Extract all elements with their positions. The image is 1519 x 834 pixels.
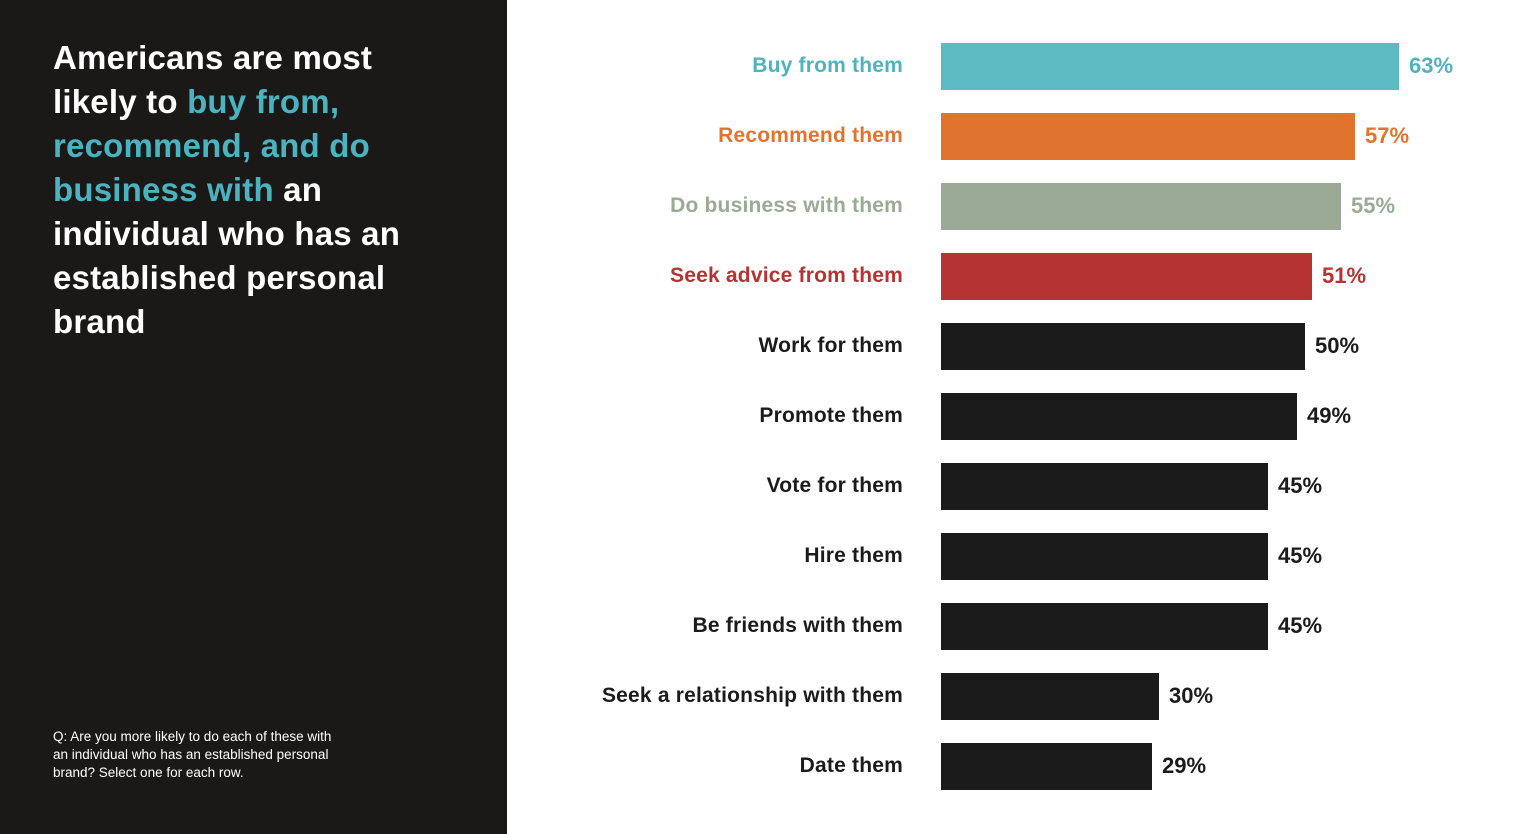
bar-row: Seek advice from them 51% xyxy=(507,241,1519,311)
bar-row: Vote for them 45% xyxy=(507,451,1519,521)
bar-value: 49% xyxy=(1307,403,1352,428)
page-title-segment: Americans are most likely to xyxy=(53,39,373,120)
bar-track: 45% xyxy=(941,591,1519,661)
bar-track: 29% xyxy=(941,731,1519,801)
bar-row: Buy from them 63% xyxy=(507,31,1519,101)
bar-label: Recommend them xyxy=(718,124,903,147)
bar-track: 45% xyxy=(941,451,1519,521)
bar-label: Date them xyxy=(799,754,903,777)
bar xyxy=(941,112,1355,160)
sidebar: Americans are most likely to buy from, r… xyxy=(0,0,507,834)
bar-value: 29% xyxy=(1162,753,1207,778)
page-title: Americans are most likely to buy from, r… xyxy=(53,36,433,344)
bar-label: Seek advice from them xyxy=(670,264,903,287)
bar-label: Promote them xyxy=(759,404,903,427)
bar-value: 51% xyxy=(1322,263,1367,288)
bar-value: 50% xyxy=(1315,333,1360,358)
bar-row: Hire them 45% xyxy=(507,521,1519,591)
bar-value: 45% xyxy=(1278,473,1323,498)
bar-track: 30% xyxy=(941,661,1519,731)
bar xyxy=(941,742,1152,790)
bar-row: Seek a relationship with them 30% xyxy=(507,661,1519,731)
bar-row: Promote them 49% xyxy=(507,381,1519,451)
bar-track: 49% xyxy=(941,381,1519,451)
bar-value: 45% xyxy=(1278,613,1323,638)
bar-track: 63% xyxy=(941,31,1519,101)
page-title-segment: buy from, recommend, and do business wit… xyxy=(53,83,370,208)
bar-chart: Buy from them 63% Recommend them 57% Do busi… xyxy=(507,0,1519,834)
survey-question-footnote: Q: Are you more likely to do each of the… xyxy=(53,729,332,780)
bar-label: Do business with them xyxy=(670,194,903,217)
bar xyxy=(941,322,1305,370)
bar-value: 30% xyxy=(1169,683,1214,708)
bar-label: Be friends with them xyxy=(692,614,903,637)
bar-value: 45% xyxy=(1278,543,1323,568)
bar xyxy=(941,532,1268,580)
bar xyxy=(941,462,1268,510)
bar xyxy=(941,182,1341,230)
bar-label: Buy from them xyxy=(752,54,903,77)
bar-value: 55% xyxy=(1351,193,1396,218)
bar-label: Hire them xyxy=(804,544,903,567)
bar-track: 55% xyxy=(941,171,1519,241)
bar-track: 57% xyxy=(941,101,1519,171)
bar-track: 51% xyxy=(941,241,1519,311)
bar xyxy=(941,602,1268,650)
bar-value: 57% xyxy=(1365,123,1410,148)
bar-label: Vote for them xyxy=(766,474,903,497)
bar xyxy=(941,252,1312,300)
bar-label: Work for them xyxy=(758,334,903,357)
page-title-segment: an individual who has an established per… xyxy=(53,171,401,340)
bar-row: Work for them 50% xyxy=(507,311,1519,381)
bar-row: Be friends with them 45% xyxy=(507,591,1519,661)
bar xyxy=(941,42,1399,90)
bar-track: 45% xyxy=(941,521,1519,591)
bar xyxy=(941,672,1159,720)
bar-value: 63% xyxy=(1409,53,1454,78)
bar-row: Recommend them 57% xyxy=(507,101,1519,171)
bar-track: 50% xyxy=(941,311,1519,381)
bar-label: Seek a relationship with them xyxy=(601,684,903,707)
bar-row: Date them 29% xyxy=(507,731,1519,801)
bar xyxy=(941,392,1297,440)
bar-row: Do business with them 55% xyxy=(507,171,1519,241)
